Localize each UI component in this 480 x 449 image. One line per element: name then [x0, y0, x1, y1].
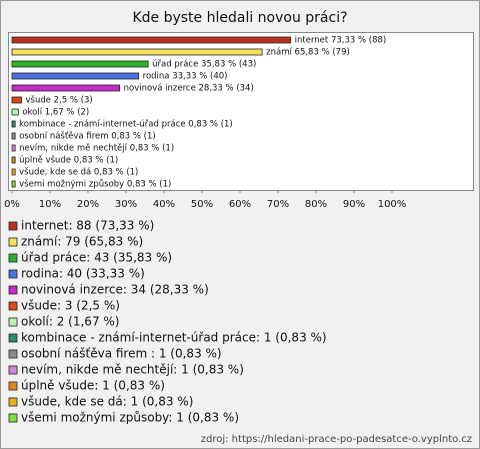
value-label: úřad práce 35,83 % (43): [152, 60, 256, 70]
value-label: všude 2,5 % (3): [26, 95, 93, 106]
legend-label: osobní nášťěva firem : 1 (0,83 %): [21, 347, 222, 361]
bar: [11, 132, 16, 140]
bar: [11, 168, 16, 176]
legend-label: všude: 3 (2,5 %): [21, 299, 120, 313]
bar: [11, 108, 19, 116]
bar: [11, 36, 292, 44]
legend-swatch: [8, 397, 18, 407]
legend-swatch: [8, 301, 18, 311]
legend-label: internet: 88 (73,33 %): [21, 219, 154, 233]
x-tick-label: 10%: [39, 199, 61, 210]
bar: [11, 60, 149, 68]
legend-label: úplně všude: 1 (0,83 %): [21, 379, 165, 393]
value-label: všemi možnými způsoby 0,83 % (1): [19, 179, 171, 190]
x-tick-label: 60%: [229, 199, 251, 210]
value-label: známí 65,83 % (79): [266, 48, 350, 58]
x-tick-label: 90%: [343, 199, 365, 210]
bar: [11, 156, 16, 164]
legend-swatch: [8, 333, 18, 343]
legend-label: známí: 79 (65,83 %): [21, 235, 143, 249]
x-tick-label: 30%: [115, 199, 137, 210]
x-tick-label: 20%: [77, 199, 99, 210]
legend-swatch: [8, 285, 18, 295]
value-label: všude, kde se dá 0,83 % (1): [19, 167, 138, 178]
bar: [11, 48, 263, 56]
value-label: okolí 1,67 % (2): [22, 108, 89, 118]
chart-title: Kde byste hledali novou práci?: [132, 10, 347, 26]
legend-swatch: [8, 381, 18, 391]
value-label: úplně všude 0,83 % (1): [19, 155, 118, 166]
legend-swatch: [8, 413, 18, 423]
legend-swatch: [8, 221, 18, 231]
value-label: osobní nášťěva firem 0,83 % (1): [19, 131, 156, 142]
plot-area: [8, 32, 474, 191]
x-tick-label: 0%: [4, 199, 20, 210]
bar: [11, 84, 121, 92]
legend-swatch: [8, 269, 18, 279]
legend-swatch: [8, 253, 18, 263]
legend-label: rodina: 40 (33,33 %): [21, 267, 145, 281]
legend-label: všemi možnými způsoby: 1 (0,83 %): [21, 411, 239, 425]
bar: [11, 120, 16, 128]
x-tick-label: 80%: [305, 199, 327, 210]
legend-label: nevím, nikde mě nechtějí: 1 (0,83 %): [21, 363, 244, 377]
value-label: internet 73,33 % (88): [295, 36, 387, 46]
legend-label: úřad práce: 43 (35,83 %): [21, 251, 172, 265]
legend-swatch: [8, 237, 18, 247]
legend-swatch: [8, 365, 18, 375]
value-label: rodina 33,33 % (40): [143, 72, 228, 82]
bar: [11, 144, 16, 152]
x-tick-label: 100%: [378, 199, 407, 210]
bar: [11, 180, 16, 188]
x-tick-label: 70%: [267, 199, 289, 210]
legend-label: okolí: 2 (1,67 %): [21, 315, 119, 329]
legend-label: novinová inzerce: 34 (28,33 %): [21, 283, 209, 297]
value-label: novinová inzerce 28,33 % (34): [124, 84, 254, 94]
bar: [11, 72, 140, 80]
legend-label: kombinace - známí-internet-úřad práce: 1…: [21, 331, 327, 345]
value-label: kombinace - známí-internet-úřad práce 0,…: [19, 120, 233, 130]
bar: [11, 96, 22, 104]
x-tick-label: 40%: [153, 199, 175, 210]
source: zdroj: https://hledani-prace-po-padesatc…: [201, 434, 472, 445]
value-label: nevím, nikde mě nechtějí 0,83 % (1): [19, 144, 174, 154]
legend-swatch: [8, 349, 18, 359]
x-tick-label: 50%: [191, 199, 213, 210]
legend-swatch: [8, 317, 18, 327]
legend-label: všude, kde se dá: 1 (0,83 %): [21, 395, 193, 409]
